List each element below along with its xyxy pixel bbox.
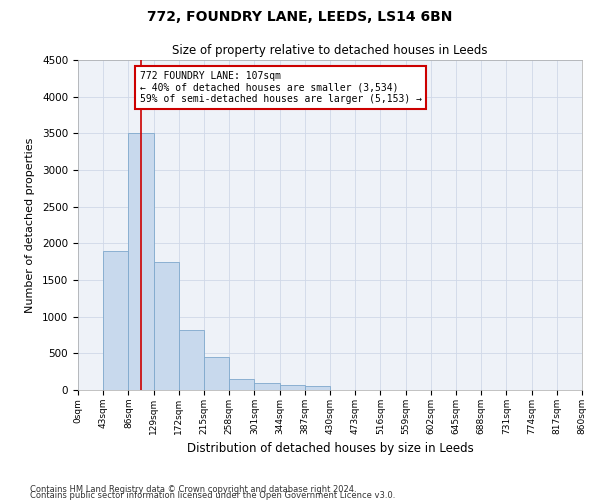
Bar	[229, 378, 254, 390]
Text: 772 FOUNDRY LANE: 107sqm
← 40% of detached houses are smaller (3,534)
59% of sem: 772 FOUNDRY LANE: 107sqm ← 40% of detach…	[140, 71, 422, 104]
Bar	[103, 250, 128, 390]
Bar	[254, 384, 280, 390]
Title: Size of property relative to detached houses in Leeds: Size of property relative to detached ho…	[172, 44, 488, 58]
X-axis label: Distribution of detached houses by size in Leeds: Distribution of detached houses by size …	[187, 442, 473, 456]
Text: Contains HM Land Registry data © Crown copyright and database right 2024.: Contains HM Land Registry data © Crown c…	[30, 485, 356, 494]
Bar	[280, 385, 305, 390]
Bar	[204, 357, 229, 390]
Bar	[154, 262, 179, 390]
Text: 772, FOUNDRY LANE, LEEDS, LS14 6BN: 772, FOUNDRY LANE, LEEDS, LS14 6BN	[148, 10, 452, 24]
Bar	[179, 330, 204, 390]
Bar	[305, 386, 330, 390]
Bar	[128, 134, 154, 390]
Text: Contains public sector information licensed under the Open Government Licence v3: Contains public sector information licen…	[30, 491, 395, 500]
Y-axis label: Number of detached properties: Number of detached properties	[25, 138, 35, 312]
